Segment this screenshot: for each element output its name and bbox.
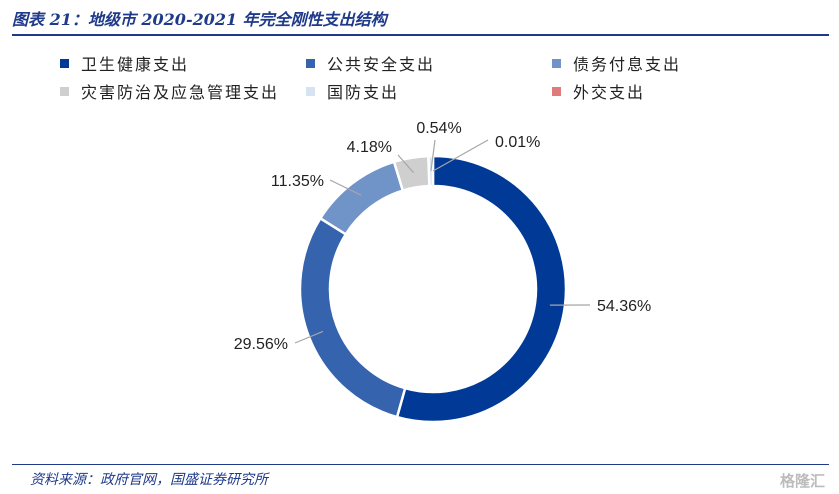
legend-label: 卫生健康支出 <box>81 55 190 74</box>
donut-slice <box>318 160 405 236</box>
leader-line <box>430 139 436 172</box>
title-rule <box>12 34 829 36</box>
legend-swatch <box>552 86 561 96</box>
legend-item: 国防支出 <box>306 80 552 102</box>
figure-title: 图表 21：地级市 2020-2021 年完全刚性支出结构 <box>12 10 387 29</box>
legend-swatch <box>306 58 315 68</box>
chart-legend: 卫生健康支出 公共安全支出 债务付息支出灾害防治及应急管理支出 国防支出 外交支出 <box>60 52 760 102</box>
legend-item: 外交支出 <box>552 80 760 102</box>
legend-label: 公共安全支出 <box>327 55 436 74</box>
leader-line <box>329 179 362 196</box>
leader-line <box>294 330 324 344</box>
legend-item: 灾害防治及应急管理支出 <box>60 80 306 102</box>
data-label: 29.56% <box>234 336 288 353</box>
donut-slice <box>298 216 407 419</box>
legend-label: 灾害防治及应急管理支出 <box>81 83 280 102</box>
legend-item: 卫生健康支出 <box>60 52 306 74</box>
donut-slice <box>395 154 568 424</box>
source-note: 资料来源：政府官网，国盛证券研究所 <box>30 472 268 488</box>
legend-swatch <box>306 86 315 96</box>
legend-swatch <box>60 86 69 96</box>
legend-label: 债务付息支出 <box>573 55 682 74</box>
legend-label: 外交支出 <box>573 83 646 102</box>
leader-line <box>397 154 414 174</box>
source-rule <box>12 464 829 465</box>
data-label: 11.35% <box>271 173 324 190</box>
legend-label: 国防支出 <box>327 83 400 102</box>
legend-swatch <box>552 58 561 68</box>
data-label: 54.36% <box>597 298 651 315</box>
legend-item: 公共安全支出 <box>306 52 552 74</box>
leader-line <box>432 139 489 172</box>
legend-swatch <box>60 58 69 68</box>
data-label: 4.18% <box>347 139 392 156</box>
watermark: 格隆汇 <box>779 472 825 490</box>
legend-item: 债务付息支出 <box>552 52 760 74</box>
data-label: 0.54% <box>416 120 461 137</box>
data-label: 0.01% <box>495 134 540 151</box>
